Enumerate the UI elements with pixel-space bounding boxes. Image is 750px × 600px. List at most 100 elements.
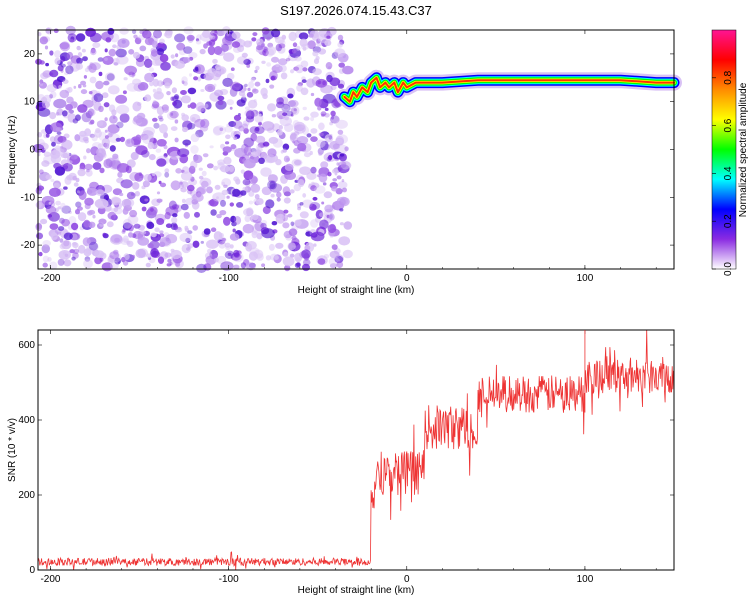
spectrogram-noise-cell bbox=[268, 243, 275, 251]
spectrogram-noise-cell bbox=[80, 80, 87, 86]
spectrogram-noise-cell bbox=[56, 131, 62, 135]
spectrogram-noise-cell bbox=[310, 92, 315, 97]
spectrogram-noise-cell bbox=[220, 261, 234, 271]
spectrogram-noise-cell bbox=[188, 52, 198, 59]
spectrogram-noise-cell bbox=[35, 201, 42, 209]
spectrogram-noise-cell bbox=[94, 129, 102, 138]
spectrogram-noise-cell bbox=[159, 230, 164, 234]
spectrogram-noise-cell bbox=[219, 210, 227, 216]
spectrogram-noise-cell bbox=[57, 231, 62, 236]
spectrogram-noise-cell bbox=[254, 194, 260, 200]
spectrogram-noise-cell bbox=[300, 60, 309, 68]
spectrogram-noise-cell bbox=[187, 87, 197, 95]
spectrogram-noise-cell bbox=[108, 85, 120, 95]
spectrogram-noise-cell bbox=[254, 81, 261, 87]
spectrogram-noise-cell bbox=[283, 103, 289, 110]
spectrogram-noise-cell bbox=[258, 157, 265, 164]
spectrogram-noise-cell bbox=[285, 57, 291, 62]
colorbar-ticks: 0.0 0.2 0.4 0.6 0.8 bbox=[712, 70, 734, 276]
spectrogram-noise-cell bbox=[336, 260, 344, 269]
spectrogram-noise-cell bbox=[284, 264, 291, 272]
spectrogram-noise-cell bbox=[223, 156, 232, 165]
y-tick-label: -20 bbox=[21, 240, 36, 251]
spectrogram-noise-cell bbox=[151, 40, 158, 48]
spectrogram-noise-cell bbox=[159, 54, 169, 63]
spectrogram-noise-cell bbox=[187, 122, 196, 130]
spectrogram-noise-cell bbox=[262, 141, 270, 147]
spectrogram-noise-cell bbox=[80, 89, 88, 95]
spectrogram-noise-cell bbox=[310, 111, 319, 118]
spectrogram-noise-cell bbox=[306, 133, 312, 138]
spectrogram-noise-cell bbox=[265, 199, 275, 209]
spectrogram-noise-cell bbox=[174, 33, 186, 43]
spectrogram-noise-cell bbox=[337, 41, 344, 48]
spectrogram-noise-cell bbox=[186, 34, 195, 42]
spectrogram-noise-cell bbox=[50, 231, 58, 241]
spectrogram-noise-cell bbox=[335, 254, 344, 263]
spectrogram-noise-cell bbox=[235, 178, 241, 185]
spectrogram-noise-cell bbox=[320, 140, 329, 151]
spectrogram-noise-cell bbox=[247, 87, 251, 92]
spectrogram-noise-cell bbox=[260, 167, 272, 177]
spectrogram-noise-cell bbox=[225, 141, 230, 145]
spectrogram-noise-cell bbox=[170, 54, 175, 59]
spectrogram-noise-cell bbox=[146, 221, 155, 229]
spectrogram-noise-cell bbox=[285, 234, 293, 241]
spectrogram-noise-cell bbox=[192, 240, 200, 248]
spectrogram-noise-cell bbox=[71, 256, 76, 261]
spectrogram-noise-cell bbox=[151, 198, 161, 207]
spectrogram-noise-cell bbox=[291, 158, 303, 167]
spectrogram-noise-cell bbox=[163, 32, 167, 37]
snr-y-label: SNR (10 * v/v) bbox=[7, 418, 18, 482]
spectrogram-noise-cell bbox=[330, 116, 335, 120]
spectrogram-noise-cell bbox=[58, 85, 62, 89]
spectrogram-noise-cell bbox=[75, 201, 82, 208]
spectrogram-noise-cell bbox=[248, 191, 255, 197]
spectrogram-noise-cell bbox=[88, 91, 93, 95]
spectrogram-noise-cell bbox=[147, 243, 154, 249]
spectrogram-noise-cell bbox=[342, 249, 353, 259]
spectrogram-noise-cell bbox=[170, 126, 178, 131]
spectrogram-noise-cell bbox=[287, 213, 293, 218]
spectrogram-noise-cell bbox=[176, 42, 186, 51]
spectrogram-noise-cell bbox=[69, 249, 75, 254]
spectrogram-noise-cell bbox=[338, 68, 345, 74]
spectrogram-noise-cell bbox=[215, 66, 227, 75]
spectrogram-noise-cell bbox=[299, 166, 311, 175]
spectrogram-noise-cell bbox=[254, 127, 260, 132]
spectrogram-noise-cell bbox=[76, 206, 83, 211]
spectrogram-noise-cell bbox=[39, 169, 44, 175]
spectrogram-noise-cell bbox=[233, 264, 240, 270]
spectrogram-noise-cell bbox=[112, 153, 119, 160]
spectrogram-noise-cell bbox=[279, 64, 287, 73]
spectrogram-noise-cell bbox=[223, 184, 228, 188]
spectrogram-noise-cell bbox=[174, 60, 185, 69]
spectrogram-noise-cell bbox=[62, 79, 69, 84]
spectrogram-noise-cell bbox=[169, 262, 173, 266]
spectrogram-noise-cell bbox=[296, 45, 301, 51]
spectrogram-noise-cell bbox=[230, 67, 235, 71]
spectrogram-plot-frame bbox=[37, 29, 675, 270]
spectrogram-noise-cell bbox=[302, 193, 307, 198]
spectrogram-noise-cell bbox=[171, 216, 178, 224]
spectrogram-noise-cell bbox=[150, 49, 158, 57]
colorbar: 0.0 0.2 0.4 0.6 0.8 Normalized spectral ampl… bbox=[711, 29, 749, 276]
spectrogram-noise-cell bbox=[129, 209, 138, 218]
spectrogram-noise-cell bbox=[45, 62, 49, 67]
spectrogram-noise-cell bbox=[57, 64, 64, 72]
spectrogram-noise-cell bbox=[104, 142, 110, 149]
spectrogram-noise-cell bbox=[288, 99, 299, 108]
spectrogram-noise-cell bbox=[62, 151, 70, 158]
spectrogram-noise-cell bbox=[335, 119, 348, 129]
spectrogram-noise-cell bbox=[198, 129, 202, 133]
spectrogram-noise-cell bbox=[180, 203, 189, 211]
spectrogram-noise-cell bbox=[275, 158, 282, 166]
spectrogram-noise-cell bbox=[83, 248, 92, 257]
spectrogram-noise-cell bbox=[220, 237, 227, 243]
spectrogram-noise-cell bbox=[88, 108, 95, 116]
spectrogram-noise-cell bbox=[213, 253, 218, 257]
spectrogram-noise-cell bbox=[229, 202, 234, 207]
spectrogram-noise-cell bbox=[207, 68, 217, 77]
spectrogram-noise-cell bbox=[122, 218, 132, 229]
spectrogram-noise-cell bbox=[92, 162, 102, 170]
